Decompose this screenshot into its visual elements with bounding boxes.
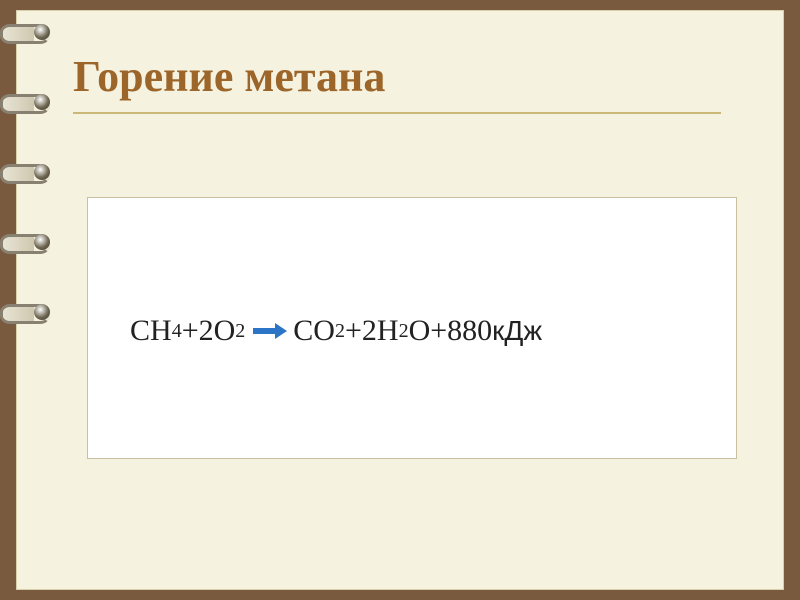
eq-plus: + — [430, 314, 447, 348]
binder-ring — [0, 90, 44, 112]
title-block: Горение метана — [73, 51, 733, 114]
binder-ring — [0, 230, 44, 252]
eq-energy-unit: кДж — [492, 315, 542, 347]
binder-rings — [0, 20, 60, 580]
content-panel: CH4 + 2O2 CO2 + 2H2O + 880 кДж — [87, 197, 737, 459]
eq-plus: + — [345, 314, 362, 348]
eq-h2o-base2: O — [409, 314, 431, 348]
slide-canvas: Горение метана CH4 + 2O2 CO2 + 2H2O + 88… — [61, 25, 775, 579]
eq-energy-value: 880 — [447, 314, 492, 348]
binder-ring — [0, 20, 44, 42]
combustion-equation: CH4 + 2O2 CO2 + 2H2O + 880 кДж — [130, 314, 542, 348]
eq-ch4-base: CH — [130, 314, 172, 348]
slide-title: Горение метана — [73, 51, 733, 102]
binder-ring — [0, 300, 44, 322]
title-underline — [73, 112, 721, 114]
eq-h2o-coef: 2 — [362, 314, 377, 348]
reaction-arrow-icon — [253, 324, 287, 338]
eq-plus: + — [182, 314, 199, 348]
eq-o2-coef: 2 — [199, 314, 214, 348]
binder-ring — [0, 160, 44, 182]
eq-h2o-base1: H — [377, 314, 399, 348]
slide-frame: Горение метана CH4 + 2O2 CO2 + 2H2O + 88… — [16, 10, 784, 590]
eq-co2-base: CO — [293, 314, 335, 348]
eq-o2-base: O — [214, 314, 236, 348]
